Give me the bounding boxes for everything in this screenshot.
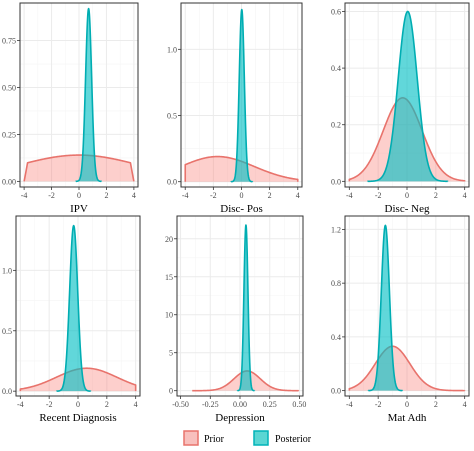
posterior-density-line xyxy=(367,224,404,392)
posterior-density-area xyxy=(231,9,253,182)
x-tick-label: 0 xyxy=(76,400,80,409)
posterior-density-line xyxy=(366,10,449,183)
x-tick-label: 4 xyxy=(463,191,467,200)
panel-mat-adh: -4 -2 0 2 4 0.0 0.4 0.8 1.2 Mat Adh xyxy=(331,215,470,424)
x-tick-label: 0.25 xyxy=(263,400,277,409)
y-tick-label: 0.6 xyxy=(331,7,341,16)
posterior-density-area xyxy=(56,225,91,392)
x-tick-label: 2 xyxy=(104,191,108,200)
x-axis-title: Disc- Pos xyxy=(220,203,262,215)
x-tick-label: 4 xyxy=(296,191,300,200)
y-tick-label: 0.2 xyxy=(331,121,341,130)
prior-density-line xyxy=(348,345,466,392)
x-axis-title: Recent Diagnosis xyxy=(39,412,116,424)
y-tick-label: 10 xyxy=(165,311,173,320)
prior-density-area xyxy=(24,155,134,182)
posterior-density-area xyxy=(75,8,102,182)
x-tick-label: 4 xyxy=(132,191,136,200)
legend-key-prior xyxy=(183,430,199,446)
y-tick-label: 0.8 xyxy=(331,279,341,288)
y-tick-label: 1.2 xyxy=(331,225,341,234)
y-tick-label: 0.75 xyxy=(2,37,16,46)
x-tick-label: 0 xyxy=(240,191,244,200)
x-tick-label: -2 xyxy=(375,400,382,409)
legend-key-posterior xyxy=(253,430,269,446)
x-axis-title: IPV xyxy=(70,203,88,215)
y-tick-label: 0.0 xyxy=(2,387,12,396)
y-tick-label: 1.0 xyxy=(167,45,177,54)
posterior-density-line xyxy=(230,8,254,183)
x-tick-label: 2 xyxy=(434,400,438,409)
prior-density-line xyxy=(23,154,135,182)
panel-ipv: -4 -2 0 2 4 0.00 0.25 0.50 0.75 IPV xyxy=(2,2,139,215)
y-tick-label: 15 xyxy=(165,273,173,282)
posterior-density-area xyxy=(368,225,403,391)
posterior-density-line xyxy=(55,224,92,392)
y-tick-label: 0.4 xyxy=(331,333,341,342)
x-axis-title: Depression xyxy=(215,412,265,424)
x-tick-label: -2 xyxy=(48,191,55,200)
y-tick-label: 20 xyxy=(165,235,173,244)
x-tick-label: -0.50 xyxy=(172,400,189,409)
x-tick-label: -4 xyxy=(182,191,189,200)
legend: Prior Posterior xyxy=(183,430,312,446)
x-tick-label: 2 xyxy=(434,191,438,200)
x-axis-title: Disc- Neg xyxy=(385,203,430,215)
y-tick-label: 1.0 xyxy=(2,266,12,275)
x-tick-label: -2 xyxy=(210,191,217,200)
y-tick-label: 0 xyxy=(169,387,173,396)
x-tick-label: 2 xyxy=(268,191,272,200)
panel-depression: -0.50 -0.25 0.00 0.25 0.50 0 5 10 15 20 Depression xyxy=(165,215,306,424)
x-tick-label: -4 xyxy=(21,191,28,200)
posterior-density-line xyxy=(236,224,256,392)
panel-disc-pos: -4 -2 0 2 4 0.0 0.5 1.0 Disc- Pos xyxy=(167,2,303,215)
x-tick-label: 0 xyxy=(405,191,409,200)
legend-label-posterior: Posterior xyxy=(275,434,312,445)
x-tick-label: 0.50 xyxy=(292,400,306,409)
x-tick-label: 0 xyxy=(77,191,81,200)
posterior-density-line xyxy=(75,7,103,183)
x-axis-title: Mat Adh xyxy=(388,412,427,424)
x-tick-label: -2 xyxy=(46,400,53,409)
posterior-density-area xyxy=(367,11,448,182)
x-tick-label: -2 xyxy=(375,191,382,200)
x-tick-label: 4 xyxy=(463,400,467,409)
x-tick-label: 2 xyxy=(105,400,109,409)
x-tick-label: -4 xyxy=(17,400,24,409)
y-tick-label: 0.4 xyxy=(331,64,341,73)
y-tick-label: 0.00 xyxy=(2,177,16,186)
y-tick-label: 0.5 xyxy=(2,327,12,336)
y-tick-label: 0.0 xyxy=(167,178,177,187)
y-tick-label: 0.5 xyxy=(167,112,177,121)
x-tick-label: -0.25 xyxy=(202,400,219,409)
y-tick-label: 0.0 xyxy=(331,177,341,186)
x-tick-label: 0.00 xyxy=(233,400,247,409)
legend-label-prior: Prior xyxy=(204,434,225,445)
x-tick-label: -4 xyxy=(346,191,353,200)
x-tick-label: 0 xyxy=(405,400,409,409)
y-tick-label: 0.25 xyxy=(2,130,16,139)
y-tick-label: 5 xyxy=(169,349,173,358)
y-tick-label: 0.0 xyxy=(331,387,341,396)
posterior-density-area xyxy=(237,225,255,391)
y-tick-label: 0.50 xyxy=(2,83,16,92)
panel-recent-diagnosis: -4 -2 0 2 4 0.0 0.5 1.0 Recent Diagnosis xyxy=(2,215,141,424)
x-tick-label: -4 xyxy=(346,400,353,409)
x-tick-label: 4 xyxy=(134,400,138,409)
panel-disc-neg: -4 -2 0 2 4 0.0 0.2 0.4 0.6 Disc- Neg xyxy=(331,2,470,215)
